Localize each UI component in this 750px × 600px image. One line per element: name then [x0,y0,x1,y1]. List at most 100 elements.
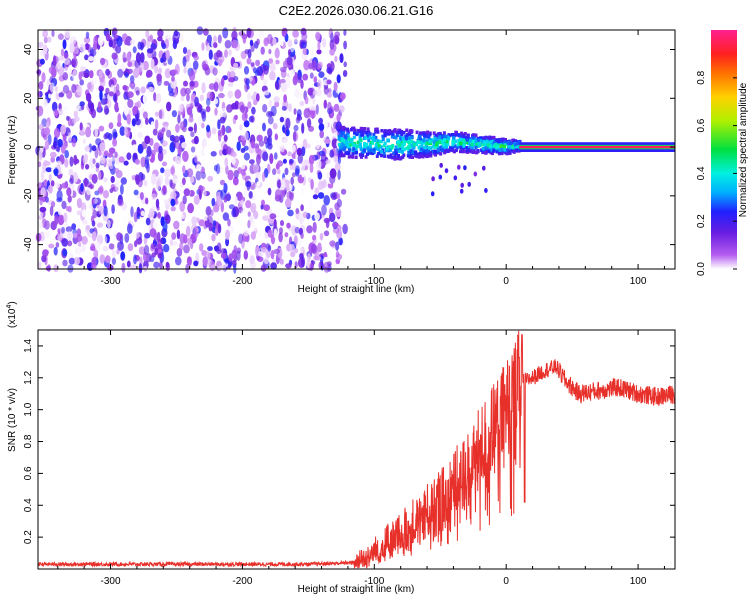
spectrogram-noise-cell [247,101,252,109]
spectrogram-noise-cell [130,206,134,218]
spectrogram-signal-cell [427,152,431,157]
spectrogram-signal-cell [412,143,416,147]
spectrogram-noise-cell [151,173,157,185]
spectrogram-signal-cell [465,136,469,140]
spectrogram-signal-cell [507,145,511,149]
spectrogram-noise-cell [201,42,205,51]
spectrogram-signal-cell [460,149,463,153]
spectrogram-noise-cell [108,91,114,97]
spectrogram-signal-cell [505,151,509,156]
spectrogram-signal-cell [389,153,393,157]
spectrogram-signal-cell [461,149,465,154]
spectrogram-signal-cell [382,143,386,148]
spectrogram-signal-cell [487,149,491,153]
spectrogram-noise-cell [171,110,177,118]
spectrogram-noise-cell [57,138,63,148]
spectrogram-noise-cell [53,127,61,139]
spectrogram-signal-cell [470,145,474,149]
spectrogram-noise-cell [217,34,222,44]
spectrogram-noise-cell [250,202,257,213]
spectrogram-signal-cell [419,153,423,158]
spectrogram-signal-cell [465,140,469,145]
spectrogram-noise-cell [92,209,98,219]
spectrogram-noise-cell [319,111,326,120]
spectrogram-noise-cell [91,173,98,184]
spectrogram-noise-cell [297,75,302,84]
spectrogram-noise-cell [340,92,346,100]
spectrogram-signal-cell [470,142,474,147]
spectrogram-signal-cell [469,138,473,143]
spectrogram-noise-cell [63,212,68,223]
spectrogram-signal-cell [349,142,353,147]
spectrogram-signal-cell [465,138,469,142]
spectrogram-noise-cell [300,185,304,196]
spectrogram-noise-cell [282,158,287,164]
snr-frame [37,329,676,570]
spectrogram-noise-cell [123,105,129,116]
spectrogram-noise-cell [217,58,223,66]
spectrogram-noise-cell [126,52,131,63]
spectrogram-noise-cell [123,160,129,166]
spectrogram-noise-cell [232,176,239,186]
spectrogram-signal-cell [338,150,342,154]
spectrogram-noise-cell [48,93,52,99]
spectrogram-signal-cell [459,141,463,146]
spectrogram-noise-cell [258,29,265,38]
spectrogram-signal-cell [492,140,496,145]
spectrogram-signal-cell [445,139,449,144]
spectrogram-noise-cell [219,179,226,186]
spectrogram-noise-cell [329,212,336,223]
spectrogram-noise-cell [93,248,99,260]
spectrogram-noise-cell [306,225,313,234]
spectrogram-noise-cell [39,58,45,65]
spectrogram-signal-cell [367,148,371,153]
spectrogram-noise-cell [326,149,330,155]
spectrogram-noise-cell [99,142,106,152]
y-tick-label: 0.4 [23,498,34,512]
spectrogram-signal-cell [359,138,363,142]
spectrogram-signal-cell [415,142,419,147]
spectrogram-noise-cell [255,93,260,102]
spectrogram-noise-cell [300,27,307,36]
spectrogram-noise-cell [174,135,180,143]
spectrogram-noise-cell [37,161,42,168]
spectrogram-noise-cell [315,104,319,115]
spectrogram-noise-cell [109,164,114,170]
spectrogram-noise-cell [283,234,289,245]
spectrogram-signal-cell [487,136,491,140]
spectrogram-noise-cell [122,215,127,226]
spectrogram-noise-cell [61,200,67,210]
spectrogram-noise-cell [190,146,196,153]
spectrogram-noise-cell [292,144,296,153]
spectrogram-signal-cell [401,150,404,154]
spectrogram-signal-cell [356,128,360,133]
spectrogram-noise-cell [145,217,151,226]
spectrogram-noise-cell [309,72,314,79]
spectrogram-signal-cell [387,148,391,152]
spectrogram-noise-cell [127,61,133,68]
spectrogram-noise-cell [219,116,226,124]
spectrogram-noise-cell [319,130,325,139]
spectrogram-noise-cell [321,38,327,48]
spectrogram-noise-cell [231,102,238,110]
spectrogram-noise-cell [55,182,60,189]
spectrogram-signal-cell [341,138,345,142]
spectrogram-noise-cell [228,225,235,234]
spectrogram-noise-cell [274,189,282,200]
spectrogram-noise-cell [111,52,118,60]
spectrogram-noise-cell [158,67,162,75]
snr-plot-area [37,330,676,569]
spectrogram-signal-cell [425,154,429,158]
spectrogram-signal-cell [392,129,396,133]
spectrogram-signal-cell [375,127,379,131]
spectrogram-noise-cell [203,146,208,155]
spectrogram-signal-cell [397,128,401,133]
spectrogram-noise-cell [140,210,145,217]
spectrogram-signal-cell [495,145,499,149]
spectrogram-noise-cell [119,126,126,136]
spectrogram-signal-cell [425,134,429,138]
spectrogram-noise-cell [253,163,259,173]
spectrogram-noise-cell [160,167,165,174]
spectrogram-noise-cell [142,93,149,105]
